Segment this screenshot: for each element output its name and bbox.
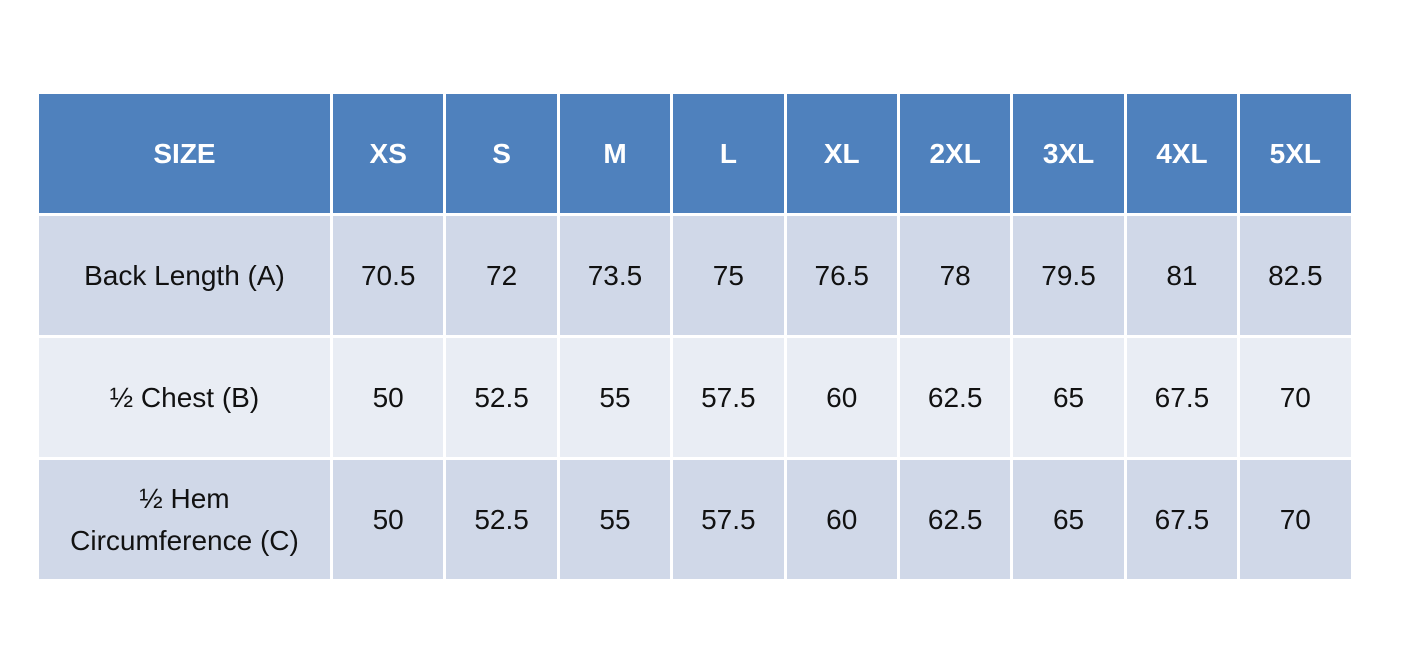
header-row: SIZE XS S M L XL 2XL 3XL 4XL 5XL	[36, 91, 1354, 216]
size-table: SIZE XS S M L XL 2XL 3XL 4XL 5XL Back Length (A) 7…	[36, 91, 1354, 582]
table-body: Back Length (A) 70.5 72 73.5 75 76.5 78 79.5 81 8…	[36, 213, 1354, 582]
header-cell: 4XL	[1123, 91, 1241, 216]
table-cell: 67.5	[1123, 335, 1241, 460]
header-cell: 3XL	[1010, 91, 1127, 216]
table-cell: 70	[1237, 457, 1354, 582]
table-cell: 57.5	[670, 335, 787, 460]
table-cell: 55	[556, 457, 674, 582]
header-cell: L	[670, 91, 787, 216]
table-header: SIZE XS S M L XL 2XL 3XL 4XL 5XL	[36, 91, 1354, 216]
table-row: Back Length (A) 70.5 72 73.5 75 76.5 78 79.5 81 8…	[36, 213, 1354, 338]
table-cell: 67.5	[1123, 457, 1241, 582]
table-cell: 65	[1010, 335, 1127, 460]
header-cell: 5XL	[1237, 91, 1354, 216]
header-cell: XL	[783, 91, 900, 216]
table-cell: 62.5	[896, 335, 1014, 460]
row-label: Back Length (A)	[36, 213, 333, 338]
table-cell: 70	[1237, 335, 1354, 460]
table-cell: 50	[329, 457, 447, 582]
table-cell: 60	[783, 335, 900, 460]
table-cell: 73.5	[556, 213, 674, 338]
header-cell: XS	[329, 91, 447, 216]
table-cell: 62.5	[896, 457, 1014, 582]
row-label: ½ Chest (B)	[36, 335, 333, 460]
table-cell: 50	[329, 335, 447, 460]
header-cell: M	[556, 91, 674, 216]
table-cell: 72	[443, 213, 560, 338]
table-cell: 79.5	[1010, 213, 1127, 338]
table-cell: 60	[783, 457, 900, 582]
header-cell: 2XL	[896, 91, 1014, 216]
table-cell: 78	[896, 213, 1014, 338]
header-cell: S	[443, 91, 560, 216]
table-row: ½ Chest (B) 50 52.5 55 57.5 60 62.5 65 67.5 70	[36, 335, 1354, 460]
table-cell: 55	[556, 335, 674, 460]
table-cell: 81	[1123, 213, 1241, 338]
table-row: ½ Hem Circumference (C) 50 52.5 55 57.5 60 62.…	[36, 457, 1354, 582]
table-cell: 52.5	[443, 335, 560, 460]
table-cell: 75	[670, 213, 787, 338]
header-cell: SIZE	[36, 91, 333, 216]
table-cell: 76.5	[783, 213, 900, 338]
table-cell: 82.5	[1237, 213, 1354, 338]
table-cell: 52.5	[443, 457, 560, 582]
table-cell: 65	[1010, 457, 1127, 582]
table-cell: 57.5	[670, 457, 787, 582]
table-cell: 70.5	[329, 213, 447, 338]
row-label: ½ Hem Circumference (C)	[36, 457, 333, 582]
